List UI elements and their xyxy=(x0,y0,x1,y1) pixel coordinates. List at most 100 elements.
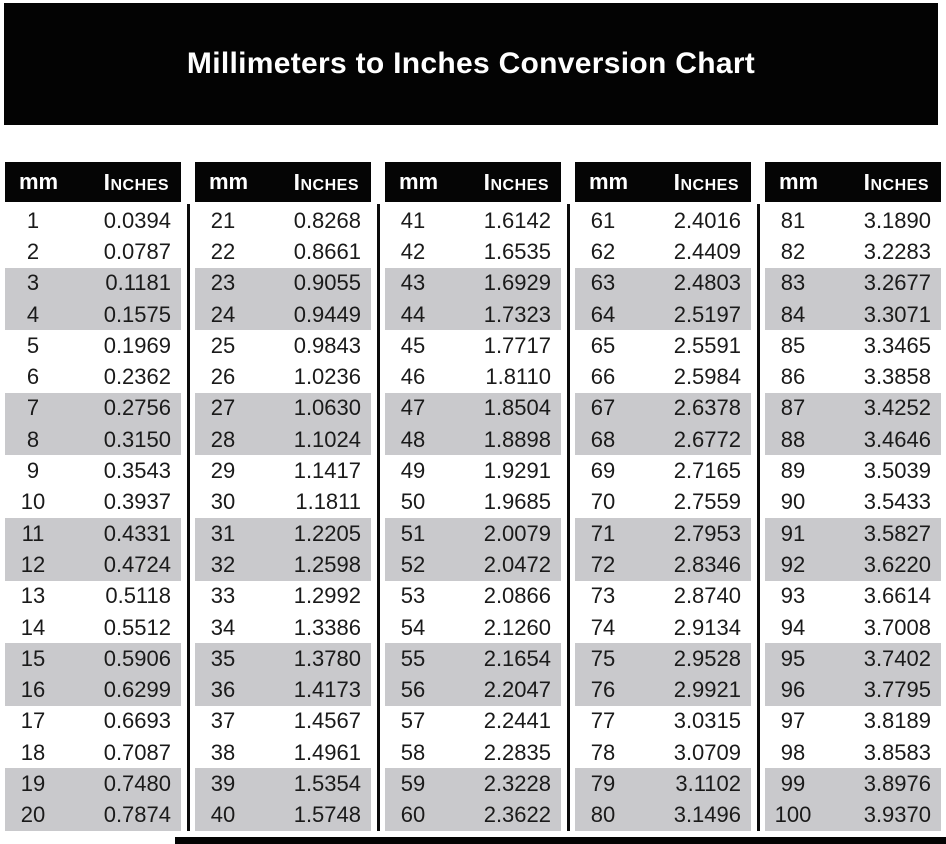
mm-value: 68 xyxy=(590,426,616,452)
mm-value: 94 xyxy=(780,614,806,640)
mm-value: 12 xyxy=(20,551,46,577)
mm-column-header: mm xyxy=(209,169,249,194)
table-header: mm Inches xyxy=(195,162,371,202)
table-row: 28 1.1024 xyxy=(195,424,371,456)
mm-value: 99 xyxy=(780,770,806,796)
inches-value: 2.0079 xyxy=(483,520,551,546)
mm-value: 41 xyxy=(400,207,426,233)
table-row: 12 0.4724 xyxy=(5,549,181,581)
mm-value: 21 xyxy=(210,207,236,233)
table-row: 64 2.5197 xyxy=(575,298,751,331)
table-row: 13 0.5118 xyxy=(5,581,181,612)
inches-value: 2.8346 xyxy=(673,551,741,577)
table-row: 22 0.8661 xyxy=(195,236,371,267)
mm-value: 11 xyxy=(21,520,45,546)
inches-column-header: Inches xyxy=(103,168,169,195)
mm-value: 43 xyxy=(400,270,426,296)
inches-value: 2.5197 xyxy=(673,301,741,327)
table-row: 15 0.5906 xyxy=(5,643,181,675)
table-row: 9 0.3543 xyxy=(5,455,181,486)
inches-value: 0.3937 xyxy=(103,489,171,515)
table-row: 27 1.0630 xyxy=(195,392,371,425)
table-row: 19 0.7480 xyxy=(5,768,181,800)
inches-value: 0.9449 xyxy=(293,301,361,327)
table-row: 98 3.8583 xyxy=(765,737,941,768)
table-row: 77 3.0315 xyxy=(575,706,751,737)
inches-value: 0.6299 xyxy=(103,677,171,703)
inches-value: 1.6535 xyxy=(483,238,551,264)
inches-value: 2.9134 xyxy=(673,614,741,640)
mm-value: 86 xyxy=(780,364,806,390)
mm-value: 88 xyxy=(780,426,806,452)
inches-value: 3.3465 xyxy=(863,332,931,358)
inches-value: 1.6142 xyxy=(483,207,551,233)
inches-value: 3.7402 xyxy=(863,645,931,671)
table-row: 6 0.2362 xyxy=(5,361,181,392)
table-row: 92 3.6220 xyxy=(765,549,941,581)
table-row: 29 1.1417 xyxy=(195,455,371,486)
inches-value: 2.9528 xyxy=(673,645,741,671)
table-row: 76 2.9921 xyxy=(575,674,751,706)
table-row: 99 3.8976 xyxy=(765,768,941,800)
inches-value: 2.8740 xyxy=(673,583,741,609)
mm-value: 63 xyxy=(590,270,616,296)
table-row: 11 0.4331 xyxy=(5,517,181,550)
table-row: 61 2.4016 xyxy=(575,205,751,236)
mm-value: 67 xyxy=(590,395,616,421)
table-row: 38 1.4961 xyxy=(195,737,371,768)
conversion-table-5: mm Inches 81 3.1890 82 3.2283 83 3.2677 84 3.30… xyxy=(757,162,941,831)
table-row: 95 3.7402 xyxy=(765,643,941,675)
mm-value: 53 xyxy=(400,583,426,609)
inches-value: 3.3858 xyxy=(863,364,931,390)
mm-value: 50 xyxy=(400,489,426,515)
inches-value: 2.3228 xyxy=(483,770,551,796)
inches-value: 0.2756 xyxy=(103,395,171,421)
inches-value: 0.3150 xyxy=(103,426,171,452)
table-rows: 41 1.6142 42 1.6535 43 1.6929 44 1.7323 45 1.7717… xyxy=(385,205,561,831)
mm-value: 25 xyxy=(210,332,236,358)
inches-value: 0.5118 xyxy=(105,583,171,609)
inches-value: 2.4016 xyxy=(673,207,741,233)
mm-value: 54 xyxy=(400,614,426,640)
table-row: 20 0.7874 xyxy=(5,799,181,831)
mm-value: 4 xyxy=(26,301,40,327)
inches-value: 3.6614 xyxy=(863,583,931,609)
table-row: 55 2.1654 xyxy=(385,643,561,675)
inches-value: 3.3071 xyxy=(863,301,931,327)
mm-value: 10 xyxy=(20,489,46,515)
inches-value: 2.2835 xyxy=(483,739,551,765)
inches-value: 1.3386 xyxy=(293,614,361,640)
mm-value: 3 xyxy=(26,270,40,296)
table-row: 79 3.1102 xyxy=(575,768,751,800)
inches-value: 1.8898 xyxy=(483,426,551,452)
inches-value: 0.8268 xyxy=(293,207,361,233)
mm-value: 85 xyxy=(780,332,806,358)
inches-value: 2.6378 xyxy=(673,395,741,421)
mm-column-header: mm xyxy=(399,169,439,194)
inches-value: 3.1496 xyxy=(673,802,741,828)
table-row: 57 2.2441 xyxy=(385,706,561,737)
table-row: 52 2.0472 xyxy=(385,549,561,581)
table-row: 97 3.8189 xyxy=(765,706,941,737)
table-row: 41 1.6142 xyxy=(385,205,561,236)
mm-value: 23 xyxy=(210,270,236,296)
table-row: 39 1.5354 xyxy=(195,768,371,800)
table-row: 42 1.6535 xyxy=(385,236,561,267)
inches-column-header: Inches xyxy=(863,168,929,195)
inches-value: 1.9291 xyxy=(483,458,551,484)
mm-value: 33 xyxy=(210,583,236,609)
page-title: Millimeters to Inches Conversion Chart xyxy=(186,47,756,80)
inches-value: 3.8583 xyxy=(863,739,931,765)
table-rows: 61 2.4016 62 2.4409 63 2.4803 64 2.5197 65 2.5591… xyxy=(575,205,751,831)
inches-value: 1.9685 xyxy=(483,489,551,515)
inches-value: 0.4724 xyxy=(103,551,171,577)
mm-value: 82 xyxy=(780,238,806,264)
mm-value: 37 xyxy=(210,708,236,734)
mm-value: 97 xyxy=(780,708,806,734)
table-row: 63 2.4803 xyxy=(575,267,751,299)
inches-value: 0.6693 xyxy=(103,708,171,734)
inches-value: 1.8110 xyxy=(485,364,551,390)
mm-value: 81 xyxy=(780,207,806,233)
inches-value: 1.2598 xyxy=(293,551,361,577)
table-row: 53 2.0866 xyxy=(385,581,561,612)
